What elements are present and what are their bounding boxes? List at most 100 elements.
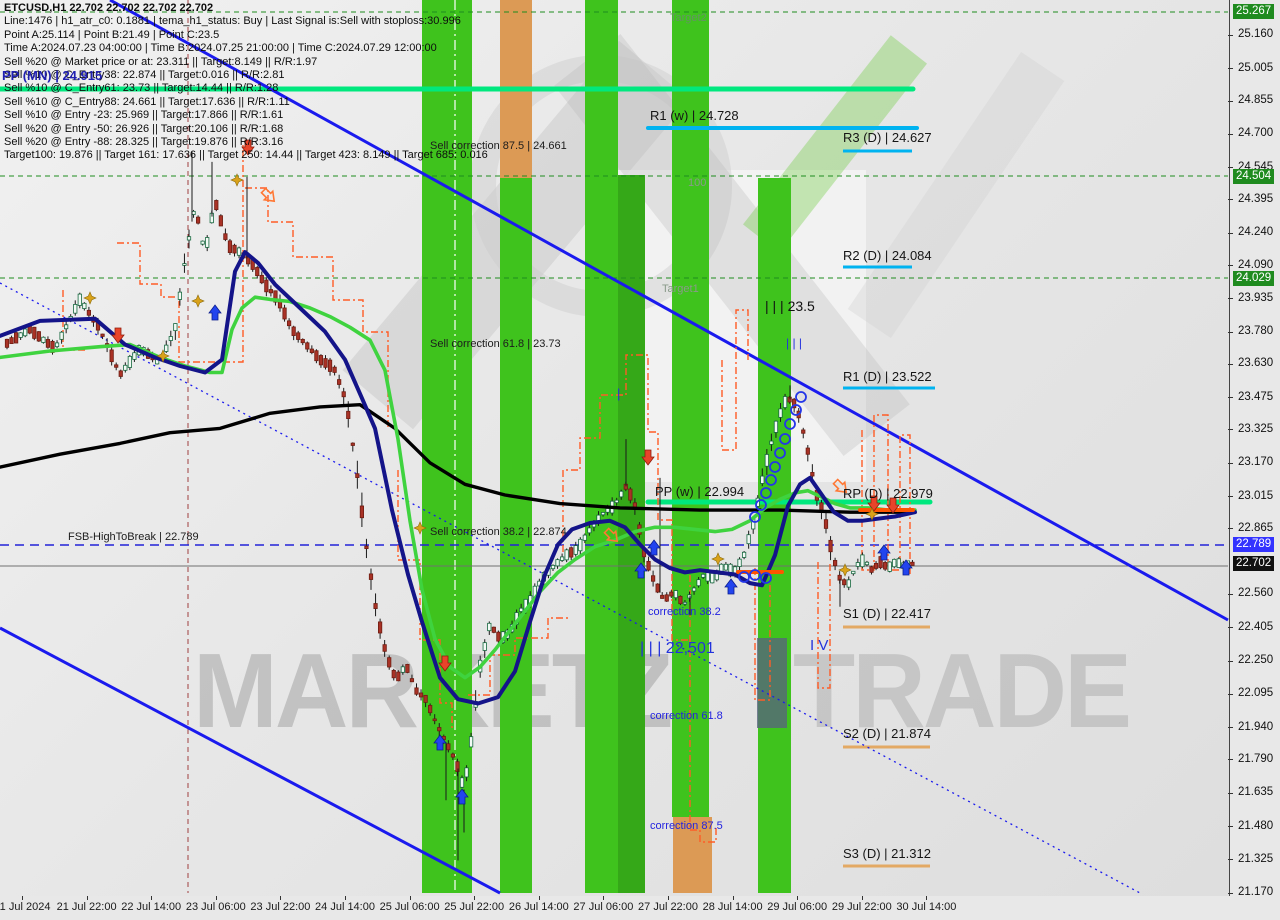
- time-label: 30 Jul 14:00: [896, 901, 957, 913]
- axis-tick: [1228, 133, 1233, 135]
- axis-tick: [1228, 298, 1233, 300]
- price-label: 22.095: [1238, 687, 1274, 700]
- trailing-stop-line: [245, 187, 389, 430]
- price-badge: 22.702: [1233, 555, 1275, 571]
- entry-circle-marker: [755, 499, 767, 511]
- price-label: 24.240: [1238, 226, 1274, 239]
- price-label: 21.790: [1238, 752, 1274, 765]
- time-label: 25 Jul 06:00: [379, 901, 440, 913]
- trailing-stop-line: [721, 309, 749, 451]
- trailing-stop-line: [117, 145, 244, 363]
- time-label: 22 Jul 14:00: [121, 901, 182, 913]
- buy-arrow-icon: [433, 734, 447, 751]
- ma-slow-black: [0, 403, 917, 514]
- star-marker-icon: [838, 563, 852, 577]
- price-label: 23.935: [1238, 291, 1274, 304]
- info-line: Target100: 19.876 || Target 161: 17.636 …: [4, 149, 488, 162]
- price-label: 23.170: [1238, 456, 1274, 469]
- axis-tick: [1228, 429, 1233, 431]
- axis-tick: [538, 896, 540, 900]
- trailing-stop-line: [689, 575, 717, 843]
- price-label: 23.475: [1238, 390, 1274, 403]
- corr-382: correction 38.2: [648, 606, 721, 618]
- time-label: 29 Jul 06:00: [767, 901, 828, 913]
- trend-line[interactable]: [109, 0, 1229, 622]
- price-label: 23.630: [1238, 357, 1274, 370]
- entry-circle-marker: [774, 447, 786, 459]
- indicator-info-panel: ETCUSD,H1 22.702 22.702 22.702 22.702 Li…: [4, 2, 488, 163]
- s1d-label: S1 (D) | 22.417: [843, 606, 931, 621]
- sell-corr-875: Sell correction 87.5 | 24.661: [430, 140, 567, 152]
- axis-tick: [1228, 232, 1233, 234]
- axis-tick: [1228, 892, 1233, 894]
- axis-tick: [861, 896, 863, 900]
- entry-circle-marker: [795, 391, 807, 403]
- trailing-stop-line: [817, 562, 831, 689]
- price-axis[interactable]: 25.267 25.160 25.005 24.855 24.700 24.545 24.5…: [1228, 0, 1280, 899]
- axis-tick: [1228, 759, 1233, 761]
- ppw-label: PP (w) | 22.994: [655, 484, 745, 499]
- price-label: 22.560: [1238, 587, 1274, 600]
- entry-circle-marker: [760, 487, 772, 499]
- entry-circle-marker: [765, 474, 777, 486]
- axis-tick: [1228, 627, 1233, 629]
- trend-line[interactable]: [0, 282, 1141, 894]
- entry-circle-marker: [749, 569, 761, 581]
- star-marker-icon: [83, 291, 97, 305]
- info-line: Sell %20 @ Market price or at: 23.311 ||…: [4, 55, 318, 68]
- star-marker-icon: [711, 552, 725, 566]
- r2d-label: R2 (D) | 24.084: [843, 248, 932, 263]
- axis-tick: [1228, 859, 1233, 861]
- rpd-label: RP (D) | 22.979: [843, 486, 933, 501]
- axis-tick: [1228, 100, 1233, 102]
- entry-circle-marker: [790, 404, 802, 416]
- axis-tick: [22, 896, 23, 900]
- pp-mn-label: PP (MN) | 24.915: [2, 68, 103, 83]
- marker-iv: I V: [810, 637, 829, 654]
- trailing-stop-line: [754, 568, 771, 701]
- corr-875: correction 87.5: [650, 820, 723, 832]
- axis-tick: [668, 896, 669, 900]
- trailing-stop-line: [397, 470, 453, 728]
- sell-arrow-icon: [641, 449, 655, 466]
- target1-label: Target1: [662, 283, 699, 295]
- time-label: 26 Jul 14:00: [508, 901, 569, 913]
- buy-arrow-icon: [724, 578, 738, 595]
- time-label: 21 Jul 2024: [0, 901, 51, 913]
- chart-area[interactable]: MARKETZ TRADE ETCUSD,H1 22.702 22.702 22…: [0, 0, 1230, 897]
- time-label: 23 Jul 22:00: [250, 901, 311, 913]
- price-label: 22.405: [1238, 620, 1274, 633]
- trend-line[interactable]: [0, 626, 501, 895]
- axis-tick: [280, 896, 282, 900]
- ma-medium-green: [0, 295, 917, 680]
- axis-tick: [1228, 727, 1233, 729]
- star-marker-icon: [230, 173, 244, 187]
- price-chart-canvas[interactable]: [0, 0, 1229, 896]
- sell-corr-382: Sell correction 38.2 | 22.874: [430, 526, 567, 538]
- info-line: Line:1476 | h1_atr_c0: 0.1881 | tema_h1_…: [4, 15, 461, 28]
- price-label: 23.325: [1238, 422, 1274, 435]
- star-marker-icon: [156, 349, 170, 363]
- signal-arrow-icon: [603, 527, 619, 543]
- level100-label: 100: [688, 177, 707, 189]
- buy-arrow-icon: [455, 788, 469, 805]
- axis-tick: [732, 896, 734, 900]
- trailing-stop-line: [468, 617, 570, 696]
- sell-arrow-icon: [886, 497, 900, 514]
- time-label: 23 Jul 06:00: [185, 901, 246, 913]
- axis-tick: [797, 896, 799, 900]
- time-label: 27 Jul 06:00: [573, 901, 634, 913]
- price-label: 23.780: [1238, 325, 1274, 338]
- signal-arrow-icon: [260, 187, 276, 203]
- price-label: 21.170: [1238, 886, 1274, 899]
- axis-tick: [1228, 167, 1233, 169]
- marker-235: | | | 23.5: [765, 298, 815, 314]
- axis-tick: [1228, 331, 1233, 333]
- price-label: 25.160: [1238, 28, 1274, 41]
- session-band-green: [758, 178, 791, 893]
- axis-tick: [86, 896, 88, 900]
- session-band-green: [500, 178, 532, 893]
- s3d-label: S3 (D) | 21.312: [843, 846, 931, 861]
- buy-arrow-icon: [634, 562, 648, 579]
